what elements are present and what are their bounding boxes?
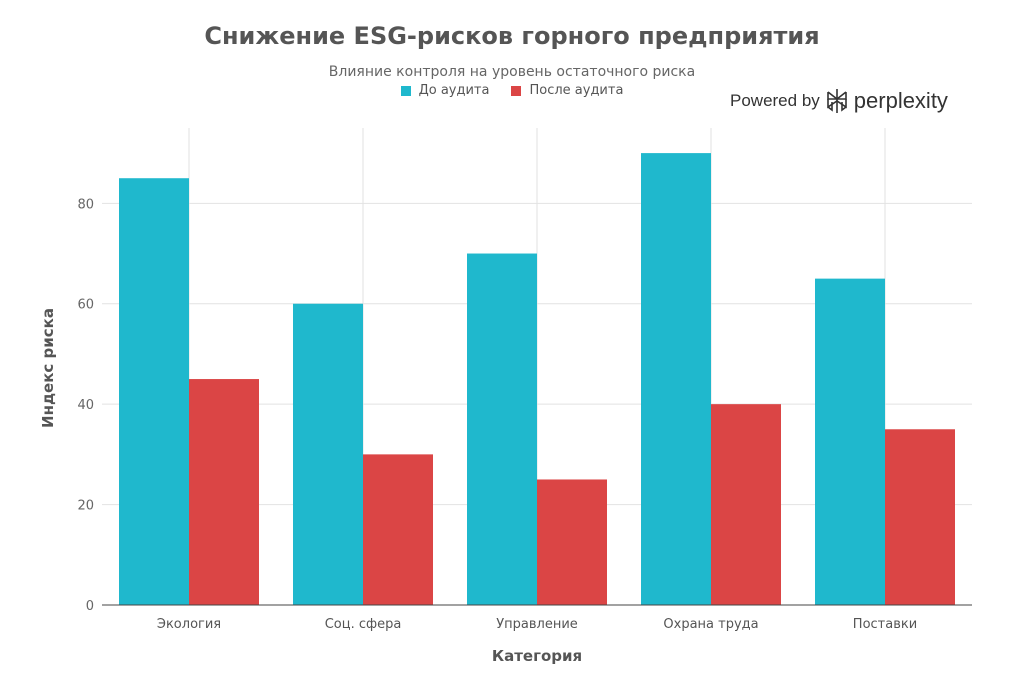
bar-after-2 [537,479,607,605]
x-tick-label: Соц. сфера [325,617,402,632]
legend: До аудита После аудита [0,83,1024,98]
legend-item-before[interactable]: До аудита [400,83,490,98]
y-tick-label: 80 [77,197,94,212]
powered-by-watermark: Powered by perplexity [730,88,948,114]
legend-swatch-before [400,85,411,96]
bar-before-0 [119,178,189,606]
bar-after-0 [189,379,259,605]
perplexity-logo-icon [826,89,847,113]
legend-item-after[interactable]: После аудита [511,83,623,98]
x-tick-label: Поставки [853,617,917,632]
chart-title: Снижение ESG-рисков горного предприятия [204,22,820,50]
y-tick-label: 20 [77,499,94,514]
legend-label-after: После аудита [529,83,624,98]
bar-after-1 [363,454,433,605]
bar-after-3 [711,404,781,605]
x-tick-label: Охрана труда [663,617,758,632]
bar-before-4 [815,278,885,605]
powered-by-text: Powered by [730,91,820,110]
bar-before-1 [293,303,363,605]
legend-swatch-after [511,85,522,96]
y-tick-label: 60 [77,298,94,313]
bar-after-4 [885,429,955,605]
x-axis-label: Категория [491,647,583,665]
y-tick-label: 40 [77,398,94,413]
y-tick-label: 0 [86,599,94,614]
perplexity-brand-text: perplexity [853,88,948,113]
bar-before-3 [641,153,711,605]
chart-subtitle: Влияние контроля на уровень остаточного … [328,64,696,80]
x-tick-label: Экология [157,617,221,632]
x-tick-label: Управление [496,617,578,632]
legend-label-before: До аудита [418,83,490,98]
bar-before-2 [467,253,537,606]
